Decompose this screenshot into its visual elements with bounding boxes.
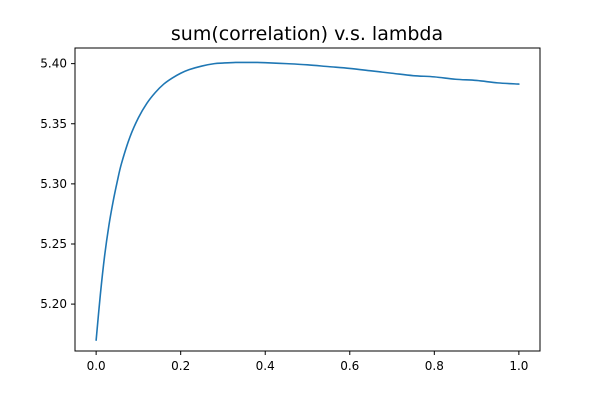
x-tick-label: 1.0 [509, 359, 528, 373]
y-axis: 5.20 5.25 5.30 5.35 5.40 [40, 57, 75, 311]
y-tick-label: 5.20 [40, 297, 67, 311]
x-axis: 0.0 0.2 0.4 0.6 0.8 1.0 [87, 351, 528, 373]
y-tick-label: 5.35 [40, 117, 67, 131]
x-tick-label: 0.8 [425, 359, 444, 373]
chart-title: sum(correlation) v.s. lambda [171, 23, 443, 45]
y-tick-label: 5.30 [40, 177, 67, 191]
axes-frame [74, 47, 541, 352]
x-tick-label: 0.6 [340, 359, 359, 373]
plot-area [95, 61, 520, 341]
y-tick-label: 5.25 [40, 237, 67, 251]
x-tick-label: 0.2 [171, 359, 190, 373]
y-tick-label: 5.40 [40, 57, 67, 71]
x-tick-label: 0.0 [87, 359, 106, 373]
series-line [95, 61, 520, 341]
x-tick-label: 0.4 [256, 359, 275, 373]
